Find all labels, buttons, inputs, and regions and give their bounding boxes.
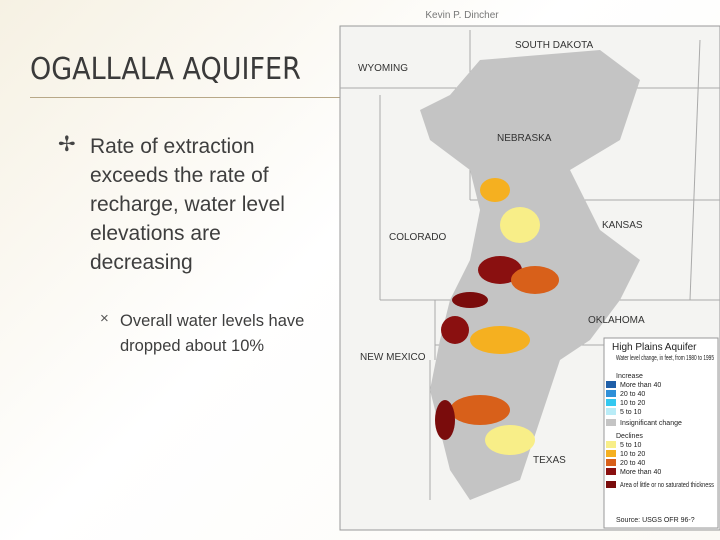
state-labels: SOUTH DAKOTA WYOMING NEBRASKA KANSAS COLORAD… — [358, 40, 645, 466]
legend-label: 10 to 20 — [620, 400, 645, 407]
legend-swatch — [606, 441, 616, 448]
legend-title: High Plains Aquifer — [612, 342, 697, 353]
bullet-text: Rate of extraction exceeds the rate of r… — [90, 135, 285, 274]
legend-label: Area of little or no saturated thickness — [620, 482, 714, 489]
state-label: NEBRASKA — [497, 133, 552, 144]
legend-swatch — [606, 459, 616, 466]
legend-label: 5 to 10 — [620, 409, 642, 416]
decline-areas — [435, 178, 559, 455]
state-label: KANSAS — [602, 220, 643, 231]
legend-box — [603, 337, 719, 529]
bullet-icon: ✢ — [58, 133, 76, 156]
state-label: SOUTH DAKOTA — [515, 40, 593, 51]
legend-source: Source: USGS OFR 96-? — [616, 517, 695, 524]
legend-label: Insignificant change — [620, 420, 682, 427]
legend-label: 20 to 40 — [620, 391, 645, 398]
author: Kevin P. Dincher — [425, 10, 499, 21]
state-label: TEXAS — [533, 455, 566, 466]
legend-label: 10 to 20 — [620, 451, 645, 458]
legend-heading: Declines — [616, 433, 643, 440]
legend-swatch — [606, 390, 616, 397]
legend-swatch — [606, 408, 616, 415]
legend-swatch — [606, 468, 616, 475]
legend-swatch — [606, 381, 616, 388]
title-rule — [30, 97, 340, 98]
state-label: COLORADO — [389, 232, 446, 243]
state-label: NEW MEXICO — [360, 352, 426, 363]
sub-bullet-icon: × — [100, 310, 109, 327]
state-label: OKLAHOMA — [588, 315, 645, 326]
legend-swatch — [606, 481, 616, 488]
legend-label: 20 to 40 — [620, 460, 645, 467]
legend-swatch — [606, 419, 616, 426]
legend: High Plains Aquifer Water level change, i… — [606, 342, 714, 524]
sub-bullet-text: Overall water levels have dropped about … — [120, 312, 305, 355]
state-label: WYOMING — [358, 63, 408, 74]
legend-swatch — [606, 450, 616, 457]
legend-label: More than 40 — [620, 382, 661, 389]
slide-title: OGALLALA AQUIFER — [30, 52, 301, 87]
legend-subtitle: Water level change, in feet, from 1980 t… — [616, 355, 714, 362]
legend-swatch — [606, 399, 616, 406]
legend-heading: Increase — [616, 373, 643, 380]
legend-label: More than 40 — [620, 469, 661, 476]
legend-label: 5 to 10 — [620, 442, 642, 449]
